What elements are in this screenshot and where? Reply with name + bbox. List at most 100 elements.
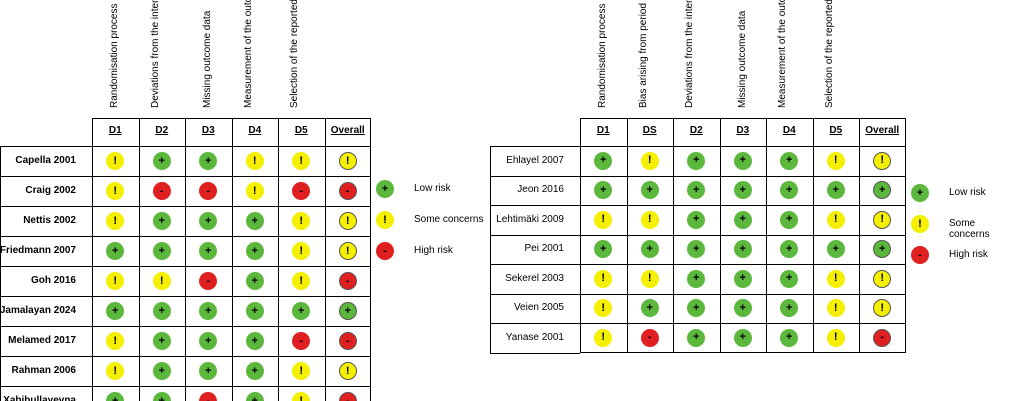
- right-judgement-some-icon: !: [594, 210, 613, 229]
- right-row-line: [580, 323, 906, 324]
- right-judgement-some-icon: !: [640, 269, 659, 288]
- left-domain-header-4: Measurement of the outcome: [242, 0, 254, 108]
- legend-label-high: High risk: [414, 245, 453, 256]
- left-judgement-some-icon: !: [292, 392, 311, 401]
- left-label-col-line: [0, 146, 1, 401]
- left-label-row-line: [0, 296, 92, 297]
- left-judgement-some-icon: !: [292, 152, 311, 170]
- legend-low-icon: +: [911, 184, 929, 202]
- right-judgement-high-icon: -: [873, 328, 892, 347]
- left-row-line: [92, 146, 371, 147]
- left-label-row-line: [0, 176, 92, 177]
- legend-label-some: Some concerns: [949, 218, 990, 240]
- right-row-line: [580, 264, 906, 265]
- left-col-line: [231, 118, 233, 401]
- left-judgement-some-icon: !: [245, 182, 264, 200]
- right-judgement-low-icon: +: [687, 151, 706, 170]
- left-judgement-some-icon: !: [292, 242, 311, 260]
- right-judgement-low-icon: +: [733, 151, 752, 170]
- right-col-overall: Overall: [865, 125, 900, 136]
- right-judgement-low-icon: +: [640, 181, 659, 200]
- right-judgement-high-icon: -: [640, 328, 659, 347]
- left-label-row-line: [0, 386, 92, 387]
- left-judgement-some-icon: !: [292, 272, 311, 290]
- right-judgement-low-icon: +: [733, 240, 752, 259]
- right-col-d3: D3: [736, 125, 750, 136]
- right-judgement-some-icon: !: [640, 210, 659, 229]
- left-judgement-high-icon: -: [338, 332, 357, 350]
- left-col-d2: D2: [155, 125, 169, 136]
- left-judgement-some-icon: !: [338, 362, 357, 380]
- left-judgement-low-icon: +: [245, 392, 264, 401]
- left-col-d3: D3: [201, 125, 215, 136]
- legend-high-icon: -: [911, 246, 929, 264]
- left-domain-header-2: Deviations from the intended interventio…: [149, 0, 161, 108]
- legend-label-high: High risk: [949, 249, 988, 260]
- right-judgement-low-icon: +: [687, 328, 706, 347]
- legend-some-icon: !: [911, 215, 929, 233]
- right-col-d4: D4: [782, 125, 796, 136]
- left-row-line: [92, 236, 371, 237]
- left-row-line: [92, 356, 371, 357]
- left-label-row-line: [0, 326, 92, 327]
- left-judgement-some-icon: !: [338, 212, 357, 230]
- right-judgement-low-icon: +: [687, 181, 706, 200]
- left-judgement-some-icon: !: [245, 152, 264, 170]
- right-domain-header-4: Missing outcome data: [736, 10, 748, 108]
- left-row-line: [92, 206, 371, 207]
- left-judgement-high-icon: -: [292, 182, 311, 200]
- legend-some-icon: !: [376, 211, 394, 229]
- right-row-line: [580, 146, 906, 147]
- right-label-col-line: [490, 146, 491, 353]
- right-judgement-low-icon: +: [780, 151, 799, 170]
- legend-low-icon: +: [376, 180, 394, 198]
- right-row-line: [580, 205, 906, 206]
- right-judgement-low-icon: +: [640, 240, 659, 259]
- left-judgement-low-icon: +: [199, 212, 218, 230]
- right-domain-header-1: Randomisation process: [597, 3, 609, 109]
- right-judgement-some-icon: !: [873, 210, 892, 229]
- right-judgement-low-icon: +: [640, 299, 659, 318]
- right-judgement-low-icon: +: [733, 328, 752, 347]
- right-judgement-some-icon: !: [873, 299, 892, 318]
- right-row-line: [580, 175, 906, 177]
- left-judgement-low-icon: +: [199, 302, 218, 320]
- right-judgement-low-icon: +: [826, 181, 845, 200]
- left-judgement-low-icon: +: [338, 302, 357, 320]
- left-label-row-line: [0, 206, 92, 207]
- right-judgement-low-icon: +: [594, 240, 613, 259]
- left-judgement-low-icon: +: [245, 302, 264, 320]
- right-judgement-some-icon: !: [594, 328, 613, 347]
- left-judgement-low-icon: +: [152, 212, 171, 230]
- left-col-d1: D1: [108, 125, 122, 136]
- left-judgement-some-icon: !: [338, 242, 357, 260]
- right-judgement-low-icon: +: [780, 240, 799, 259]
- right-study-name: Jeon 2016: [517, 184, 564, 196]
- right-judgement-some-icon: !: [594, 269, 613, 288]
- left-study-name: Friedmann 2007: [0, 245, 76, 256]
- left-judgement-some-icon: !: [106, 332, 125, 350]
- left-judgement-high-icon: -: [338, 182, 357, 200]
- left-judgement-low-icon: +: [106, 392, 125, 401]
- right-domain-header-3: Deviations from the intended interventio…: [684, 0, 696, 108]
- right-judgement-some-icon: !: [826, 210, 845, 229]
- right-study-name: Sekerel 2003: [505, 272, 564, 284]
- left-col-d5: D5: [294, 125, 308, 136]
- right-col-d5: D5: [829, 125, 843, 136]
- left-judgement-some-icon: !: [292, 362, 311, 380]
- right-judgement-low-icon: +: [687, 210, 706, 229]
- left-col-line: [278, 118, 279, 401]
- right-judgement-low-icon: +: [873, 240, 892, 259]
- left-row-line: [92, 326, 371, 327]
- right-judgement-some-icon: !: [826, 299, 845, 318]
- left-judgement-some-icon: !: [338, 152, 357, 170]
- left-judgement-some-icon: !: [106, 272, 125, 290]
- legend-label-some: Some concerns: [414, 214, 484, 225]
- left-study-name: Nettis 2002: [23, 215, 76, 226]
- left-judgement-high-icon: -: [292, 332, 311, 350]
- left-label-row-line: [0, 146, 92, 147]
- left-judgement-low-icon: +: [245, 332, 264, 350]
- left-judgement-some-icon: !: [106, 362, 125, 380]
- left-judgement-low-icon: +: [152, 242, 171, 260]
- right-label-row-line: [490, 205, 580, 206]
